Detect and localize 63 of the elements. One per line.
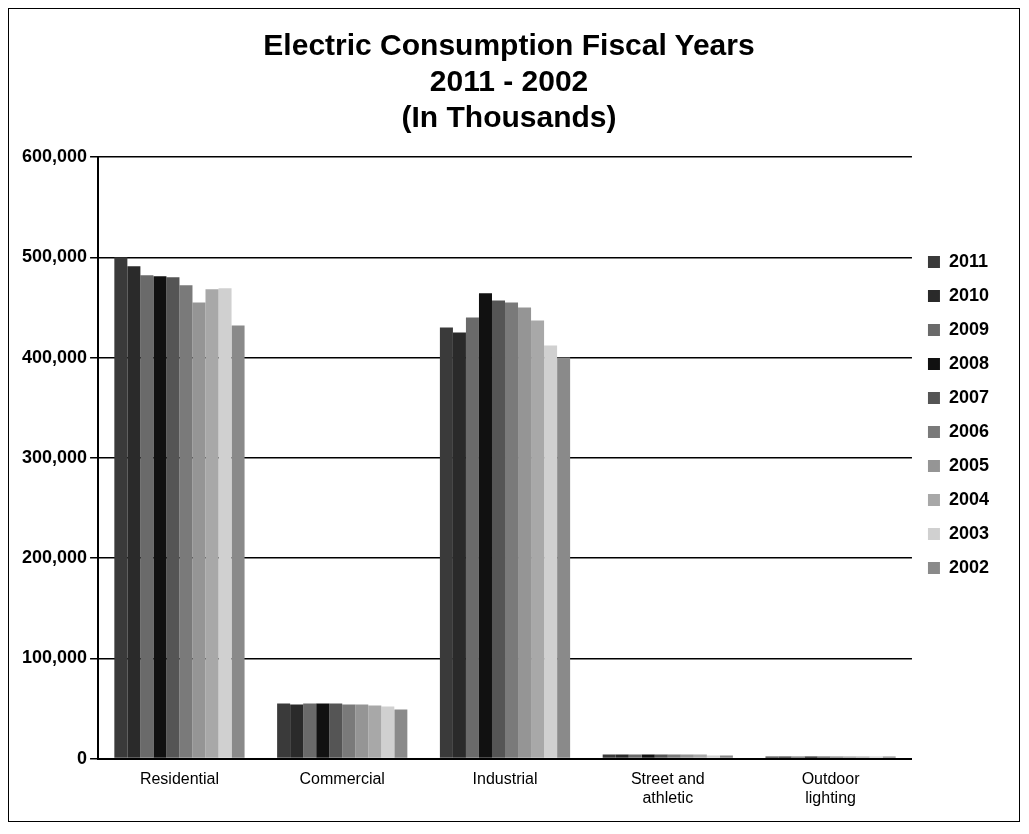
legend-label: 2010	[948, 284, 989, 305]
y-tick-label: 200,000	[21, 547, 88, 568]
bar	[531, 320, 545, 758]
bar	[342, 704, 356, 758]
bar	[602, 754, 616, 758]
bar	[680, 754, 694, 758]
bar	[381, 706, 395, 758]
bar	[218, 288, 232, 758]
bar	[316, 703, 330, 758]
bar	[290, 704, 304, 758]
bar	[719, 755, 733, 758]
bar	[641, 754, 655, 758]
bar	[544, 345, 558, 758]
y-tick-label: 0	[77, 747, 88, 768]
x-tick-label: Residential	[139, 769, 220, 787]
bar	[303, 703, 317, 758]
legend-label: 2003	[948, 522, 989, 543]
bar	[179, 285, 193, 758]
bar	[465, 317, 479, 758]
bar	[355, 704, 369, 758]
y-tick-label: 500,000	[21, 246, 88, 267]
bar	[518, 307, 532, 758]
bar	[368, 705, 382, 758]
bar	[667, 754, 681, 758]
bar	[166, 277, 180, 758]
legend-label: 2002	[948, 556, 989, 577]
bar	[127, 266, 141, 758]
bar	[231, 325, 245, 758]
legend-label: 2005	[948, 454, 989, 475]
legend-label: 2006	[948, 420, 989, 441]
x-tick-label: Street and athletic	[630, 769, 705, 806]
bar	[491, 300, 506, 758]
y-tick-label: 300,000	[21, 446, 88, 467]
bar	[439, 327, 453, 758]
legend-label: 2004	[948, 488, 989, 509]
bar	[192, 302, 206, 758]
chart-title: Electric Consumption Fiscal Years 2011 - 2002 (In Thousands)	[263, 28, 755, 134]
bar	[706, 755, 720, 758]
x-tick-label: Commercial	[299, 769, 385, 787]
bar	[628, 754, 642, 758]
y-tick-label: 100,000	[21, 647, 88, 668]
x-tick-label: Outdoor lighting	[801, 769, 861, 806]
bar	[478, 293, 492, 758]
bar	[394, 709, 408, 758]
bar	[452, 332, 466, 758]
bar	[205, 289, 219, 758]
bar	[140, 275, 154, 758]
bar	[505, 302, 519, 758]
bar	[654, 754, 668, 758]
bar	[329, 703, 343, 758]
bar	[557, 357, 571, 758]
bar	[277, 703, 291, 758]
legend-label: 2009	[948, 318, 989, 339]
legend-label: 2011	[948, 250, 989, 271]
bar	[693, 754, 707, 758]
y-tick-label: 600,000	[21, 145, 88, 166]
legend-label: 2007	[948, 386, 989, 407]
legend-label: 2008	[948, 352, 989, 373]
bar	[114, 257, 128, 758]
bar	[615, 754, 629, 758]
x-tick-label: Industrial	[472, 769, 538, 787]
y-tick-label: 400,000	[21, 346, 88, 367]
bar	[153, 276, 167, 758]
